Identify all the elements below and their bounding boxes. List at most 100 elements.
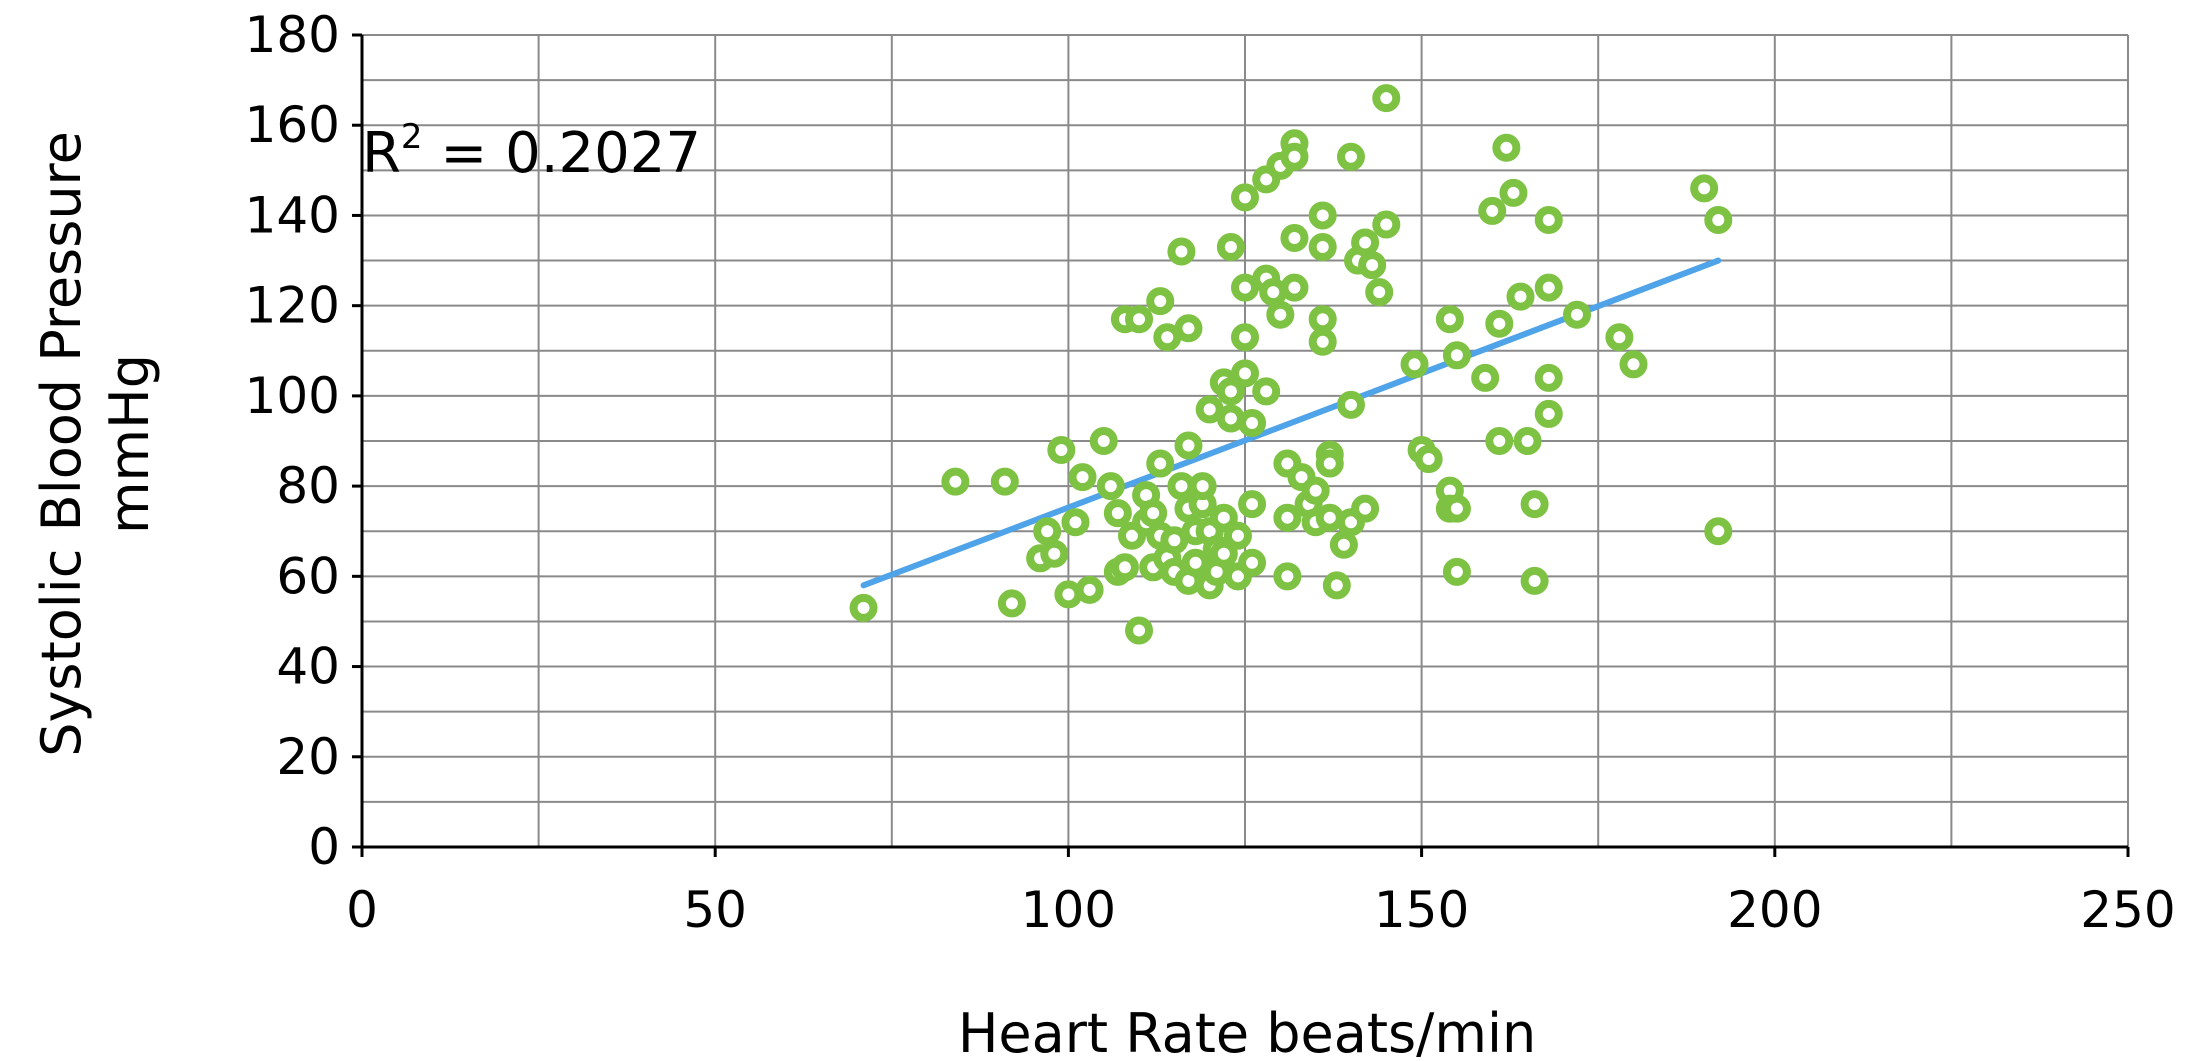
data-point: [1308, 201, 1337, 230]
data-point: [1216, 377, 1245, 406]
data-point: [1478, 196, 1507, 225]
data-point: [1110, 553, 1139, 582]
data-point: [1485, 309, 1514, 338]
data-point: [1216, 233, 1245, 262]
data-point: [1329, 530, 1358, 559]
data-point: [1499, 178, 1528, 207]
y-tick-label: 180: [245, 6, 340, 64]
data-point: [1280, 142, 1309, 171]
tick-labels: 0 50 100 150 200 250 0 20 40 60 80 100 120 140 160 180: [245, 6, 2176, 939]
data-point: [1231, 183, 1259, 212]
data-point: [1280, 224, 1309, 252]
data-point: [1400, 350, 1429, 379]
data-point: [1308, 305, 1337, 334]
data-point: [1315, 503, 1344, 532]
data-point: [1160, 526, 1189, 555]
data-point: [1181, 548, 1210, 577]
x-tick-label: 200: [1727, 881, 1822, 939]
y-tick-label: 60: [276, 547, 340, 605]
data-points: [849, 84, 1733, 645]
data-point: [1238, 548, 1267, 577]
data-point: [1308, 327, 1337, 356]
y-tick-label: 120: [245, 277, 340, 335]
data-point: [1273, 503, 1302, 532]
data-point: [1174, 431, 1203, 460]
data-point: [1139, 499, 1168, 528]
x-tick-label: 0: [346, 881, 378, 939]
data-point: [1485, 427, 1514, 455]
data-point: [1096, 472, 1125, 501]
data-point: [1209, 539, 1238, 568]
y-tick-label: 140: [245, 186, 340, 244]
data-point: [1238, 490, 1267, 519]
data-point: [997, 589, 1026, 618]
data-point: [1336, 390, 1365, 419]
x-tick-label: 50: [683, 881, 747, 939]
data-point: [1534, 399, 1563, 428]
data-point: [1442, 557, 1471, 586]
data-point: [1266, 300, 1295, 329]
data-point: [1322, 571, 1351, 600]
data-point: [1358, 251, 1387, 280]
data-point: [1174, 314, 1203, 343]
r-squared-annotation: R2 = 0.2027: [362, 117, 701, 186]
data-point: [1195, 395, 1224, 424]
y-tick-label: 0: [308, 818, 340, 876]
x-axis-title: Heart Rate beats/min: [958, 1002, 1536, 1061]
data-point: [1047, 436, 1076, 465]
data-point: [1167, 237, 1196, 266]
data-point: [1238, 408, 1267, 437]
data-point: [1301, 476, 1330, 505]
data-point: [1089, 427, 1118, 455]
data-point: [849, 593, 878, 622]
x-tick-label: 150: [1374, 881, 1469, 939]
data-point: [1351, 228, 1380, 257]
data-point: [1146, 287, 1175, 316]
data-point: [1075, 575, 1104, 604]
data-point: [1365, 278, 1394, 307]
data-point: [1033, 517, 1062, 546]
data-point: [1619, 350, 1648, 379]
data-point: [1414, 445, 1443, 474]
data-point: [1372, 210, 1401, 239]
data-point: [1153, 323, 1182, 352]
data-point: [1188, 472, 1217, 501]
data-point: [1513, 427, 1542, 455]
data-point: [1534, 363, 1563, 392]
data-point: [1040, 539, 1069, 568]
data-point: [1605, 323, 1634, 352]
y-axis-title-line2: mmHg: [98, 354, 161, 534]
data-point: [1563, 300, 1592, 329]
data-point: [1167, 472, 1196, 501]
x-tick-label: 100: [1021, 881, 1116, 939]
data-point: [1252, 377, 1281, 406]
data-point: [1146, 449, 1175, 478]
data-point: [1520, 566, 1549, 595]
y-axis-title-line1: Systolic Blood Pressure: [30, 131, 93, 757]
data-point: [1336, 142, 1365, 171]
data-point: [1231, 359, 1259, 388]
data-point: [1471, 363, 1500, 392]
data-point: [1209, 503, 1238, 532]
data-point: [1704, 517, 1733, 546]
y-tick-label: 80: [276, 457, 340, 515]
data-point: [1273, 562, 1302, 591]
y-tick-label: 160: [245, 96, 340, 154]
data-point: [1442, 494, 1471, 523]
data-point: [1435, 305, 1464, 334]
y-axis-title: Systolic Blood Pressure mmHg: [30, 131, 161, 757]
data-point: [1372, 84, 1401, 113]
data-point: [1280, 273, 1309, 302]
data-point: [1223, 521, 1252, 550]
data-point: [1216, 404, 1245, 433]
data-point: [1690, 174, 1719, 203]
data-point: [1231, 273, 1259, 302]
data-point: [990, 467, 1019, 496]
data-point: [941, 467, 970, 496]
data-point: [1704, 205, 1733, 234]
data-point: [1315, 449, 1344, 478]
data-point: [1061, 508, 1090, 537]
data-point: [1308, 233, 1337, 262]
data-point: [1125, 616, 1154, 645]
